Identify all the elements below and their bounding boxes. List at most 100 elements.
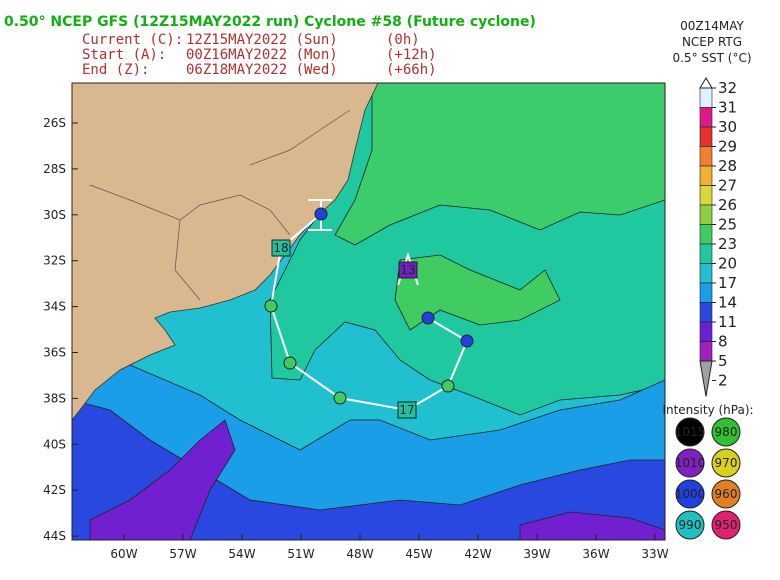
sst-info-text: 0.5° SST (°C) [672, 51, 751, 65]
lon-label: 42W [464, 547, 491, 561]
intensity-label: 980 [715, 425, 738, 439]
lon-label: 60W [110, 547, 137, 561]
sst-info-text: 00Z14MAY [680, 19, 744, 33]
lon-label: 57W [169, 547, 196, 561]
intensity-swatch [675, 417, 705, 447]
track-point [264, 299, 278, 313]
cyclone-track: 18 17 13 [264, 199, 474, 419]
colorbar-arrow-bottom [699, 360, 713, 397]
intensity-swatch [711, 479, 741, 509]
colorbar-label: 31 [718, 99, 737, 117]
track-label-box [271, 239, 291, 257]
intensity-swatch [675, 448, 705, 478]
run-info-text: 06Z18MAY2022 (Wed) [186, 62, 338, 78]
sst-8-11-east [519, 511, 665, 540]
intensity-swatch [675, 510, 705, 540]
sst-11-14 [72, 399, 665, 540]
intensity-label: 990 [679, 518, 702, 532]
colorbar-segment [699, 126, 713, 147]
track-point [441, 379, 455, 393]
track-point [283, 356, 297, 370]
sst-field [72, 83, 665, 540]
colorbar-segment [699, 243, 713, 264]
intensity-label: 970 [715, 456, 738, 470]
colorbar-segment [699, 165, 713, 186]
map-frame [71, 82, 666, 541]
colorbar-label: 11 [718, 313, 737, 331]
sst-23-25 [334, 83, 665, 246]
colorbar-segment [699, 263, 713, 284]
track-label: 13 [400, 263, 415, 277]
colorbar-arrow-top [699, 77, 713, 89]
run-info-text: End (Z): [82, 62, 149, 78]
colorbar-label: 26 [718, 196, 737, 214]
run-info-text: (+66h) [386, 62, 437, 78]
intensity-legend: Intensity (hPa): 1015 980 1010 970 1000 960 990… [662, 403, 754, 540]
colorbar-label: 25 [718, 216, 737, 234]
lon-label: 33W [641, 547, 668, 561]
lon-label: 54W [228, 547, 255, 561]
lon-label: 39W [523, 547, 550, 561]
intensity-swatch [675, 479, 705, 509]
lat-label: 36S [43, 346, 66, 360]
track-label: 17 [399, 403, 414, 417]
lon-label: 48W [346, 547, 373, 561]
lat-label: 40S [43, 437, 66, 451]
colorbar-label: 29 [718, 138, 737, 156]
lat-label: 30S [43, 208, 66, 222]
colorbar-segment [699, 321, 713, 342]
intensity-swatch [711, 417, 741, 447]
track-label-box [397, 401, 417, 419]
intensity-label: 950 [715, 518, 738, 532]
colorbar-segment [699, 224, 713, 245]
borders [89, 109, 351, 301]
intensity-swatch [711, 510, 741, 540]
colorbar-label: 8 [718, 333, 728, 351]
lat-label: 44S [43, 529, 66, 543]
colorbar-label: 28 [718, 157, 737, 175]
colorbar-segment [699, 204, 713, 225]
colorbar-segment [699, 185, 713, 206]
sst-8-11 [89, 419, 236, 540]
track-label: 18 [273, 241, 288, 255]
run-info-text: (0h) [386, 32, 420, 48]
colorbar-segment [699, 341, 713, 362]
sst-info: 00Z14MAY NCEP RTG 0.5° SST (°C) [672, 19, 751, 65]
colorbar-label: 27 [718, 177, 737, 195]
track-label-box [398, 261, 418, 279]
colorbar-segment [699, 107, 713, 128]
colorbar-label: 23 [718, 235, 737, 253]
land [72, 83, 379, 421]
lat-label: 32S [43, 254, 66, 268]
run-info-text: 12Z15MAY2022 (Sun) [186, 32, 338, 48]
colorbar-segment [699, 87, 713, 108]
track-point [333, 391, 347, 405]
run-info-text: Current (C): [82, 32, 183, 48]
track-point [421, 311, 435, 325]
colorbar-label: 5 [718, 352, 728, 370]
track-point [314, 207, 328, 221]
intensity-swatch [711, 448, 741, 478]
lat-label: 28S [43, 162, 66, 176]
axes: 26S 28S 30S 32S 34S 36S 38S 40S 42S 44S 60W 57W 54W 5… [43, 116, 669, 561]
title: 0.50° NCEP GFS (12Z15MAY2022 run) Cyclon… [4, 14, 536, 30]
track-point [460, 334, 474, 348]
colorbar-segment [699, 146, 713, 167]
colorbar-label: 2 [718, 372, 728, 390]
colorbar-segment [699, 302, 713, 323]
run-info: Current (C): 12Z15MAY2022 (Sun) (0h) Start … [82, 32, 437, 78]
lat-label: 42S [43, 483, 66, 497]
run-info-text: 00Z16MAY2022 (Mon) [186, 47, 338, 63]
lat-label: 34S [43, 300, 66, 314]
lat-label: 38S [43, 391, 66, 405]
run-info-text: Start (A): [82, 47, 166, 63]
sst-info-text: NCEP RTG [682, 35, 742, 49]
sst-20-23-east [394, 254, 561, 331]
intensity-label: 1000 [675, 487, 706, 501]
colorbar-label: 17 [718, 274, 737, 292]
intensity-label: 1010 [675, 456, 706, 470]
colorbar-label: 30 [718, 118, 737, 136]
colorbar-segment [699, 282, 713, 303]
